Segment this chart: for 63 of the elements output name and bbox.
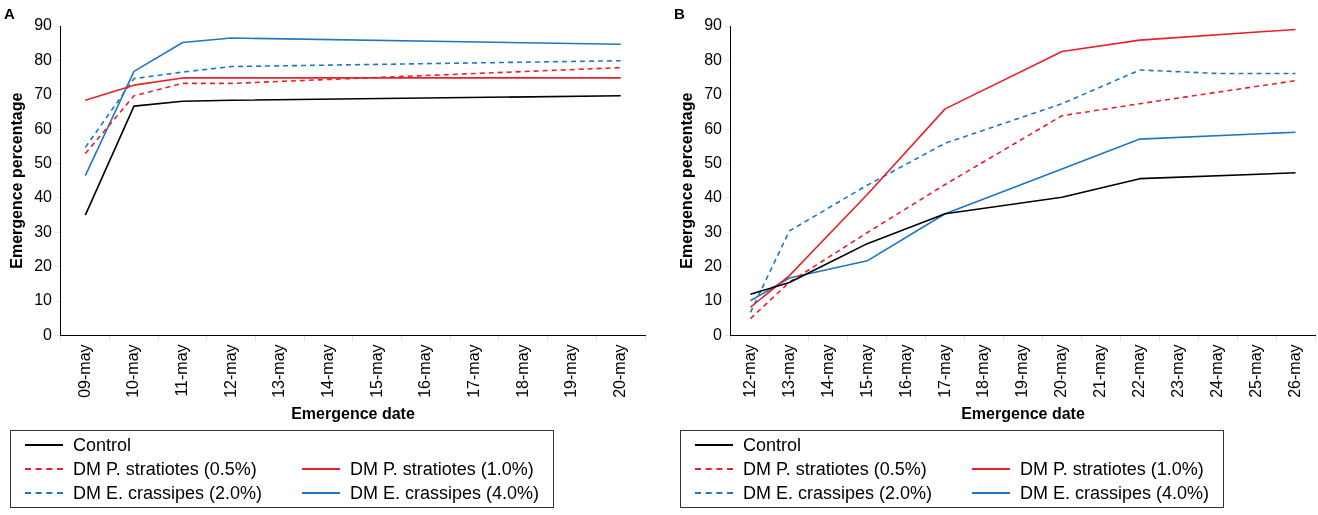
x-tick-label: 14-may (319, 344, 337, 398)
x-tick-label: 18-may (513, 344, 531, 398)
y-tick-label: 80 (34, 50, 53, 68)
x-tick-label: 17-may (465, 344, 483, 398)
x-axis-title: Emergence date (961, 404, 1085, 422)
x-tick-label: 14-may (818, 344, 836, 398)
y-tick-label: 20 (34, 257, 53, 275)
y-tick-label: 90 (704, 16, 723, 34)
legend-label: DM E. crassipes (4.0%) (350, 482, 540, 504)
y-tick-label: 90 (34, 16, 53, 34)
x-tick-label: 18-may (974, 344, 992, 398)
y-tick-label: 30 (704, 222, 723, 240)
legend-label: DM P. stratiotes (0.5%) (73, 458, 257, 480)
y-tick-label: 40 (704, 188, 723, 206)
y-tick-label: 30 (34, 222, 53, 240)
y-tick-label: 50 (34, 153, 53, 171)
x-tick-label: 17-may (935, 344, 953, 398)
x-tick-label: 15-may (857, 344, 875, 398)
chart-title: B (674, 5, 685, 23)
y-tick-label: 70 (34, 85, 53, 103)
x-tick-label: 19-may (1013, 344, 1031, 398)
legend-label: Control (73, 434, 132, 456)
y-tick-label: 0 (713, 325, 723, 343)
y-tick-label: 40 (34, 188, 53, 206)
x-tick-label: 19-may (562, 344, 580, 398)
y-axis-title: Emergence percentage (678, 92, 696, 269)
y-tick-label: 60 (34, 119, 53, 137)
legend-label: DM E. crassipes (2.0%) (743, 482, 933, 504)
x-tick-label: 13-may (270, 344, 288, 398)
legend-label: DM P. stratiotes (1.0%) (1020, 458, 1204, 480)
x-axis-title: Emergence date (291, 404, 415, 422)
y-tick-label: 0 (43, 325, 53, 343)
x-tick-label: 13-may (779, 344, 797, 398)
legend-label: DM P. stratiotes (0.5%) (743, 458, 927, 480)
y-tick-label: 70 (704, 85, 723, 103)
x-tick-label: 11-may (173, 344, 191, 397)
x-tick-label: 10-may (124, 344, 142, 398)
x-tick-label: 25-may (1247, 344, 1265, 398)
y-tick-label: 60 (704, 119, 723, 137)
y-tick-label: 50 (704, 153, 723, 171)
x-tick-label: 24-may (1208, 344, 1226, 398)
x-tick-label: 20-may (611, 344, 629, 398)
y-tick-label: 10 (704, 291, 723, 309)
x-tick-label: 21-may (1091, 344, 1109, 398)
y-tick-label: 10 (34, 291, 53, 309)
x-tick-label: 22-may (1130, 344, 1148, 398)
legend-label: Control (743, 434, 802, 456)
chart-title: A (4, 5, 15, 23)
x-tick-label: 16-may (416, 344, 434, 398)
y-tick-label: 20 (704, 257, 723, 275)
y-tick-label: 80 (704, 50, 723, 68)
x-tick-label: 15-may (367, 344, 385, 398)
x-tick-label: 16-may (896, 344, 914, 398)
y-axis-title: Emergence percentage (8, 92, 26, 269)
legend-label: DM P. stratiotes (1.0%) (350, 458, 534, 480)
x-tick-label: 12-may (740, 344, 758, 398)
legend-label: DM E. crassipes (2.0%) (73, 482, 263, 504)
x-tick-label: 23-may (1169, 344, 1187, 398)
x-tick-label: 20-may (1052, 344, 1070, 398)
x-tick-label: 26-may (1285, 344, 1303, 398)
legend-label: DM E. crassipes (4.0%) (1020, 482, 1210, 504)
x-tick-label: 12-may (221, 344, 239, 398)
x-tick-label: 09-may (75, 344, 93, 398)
